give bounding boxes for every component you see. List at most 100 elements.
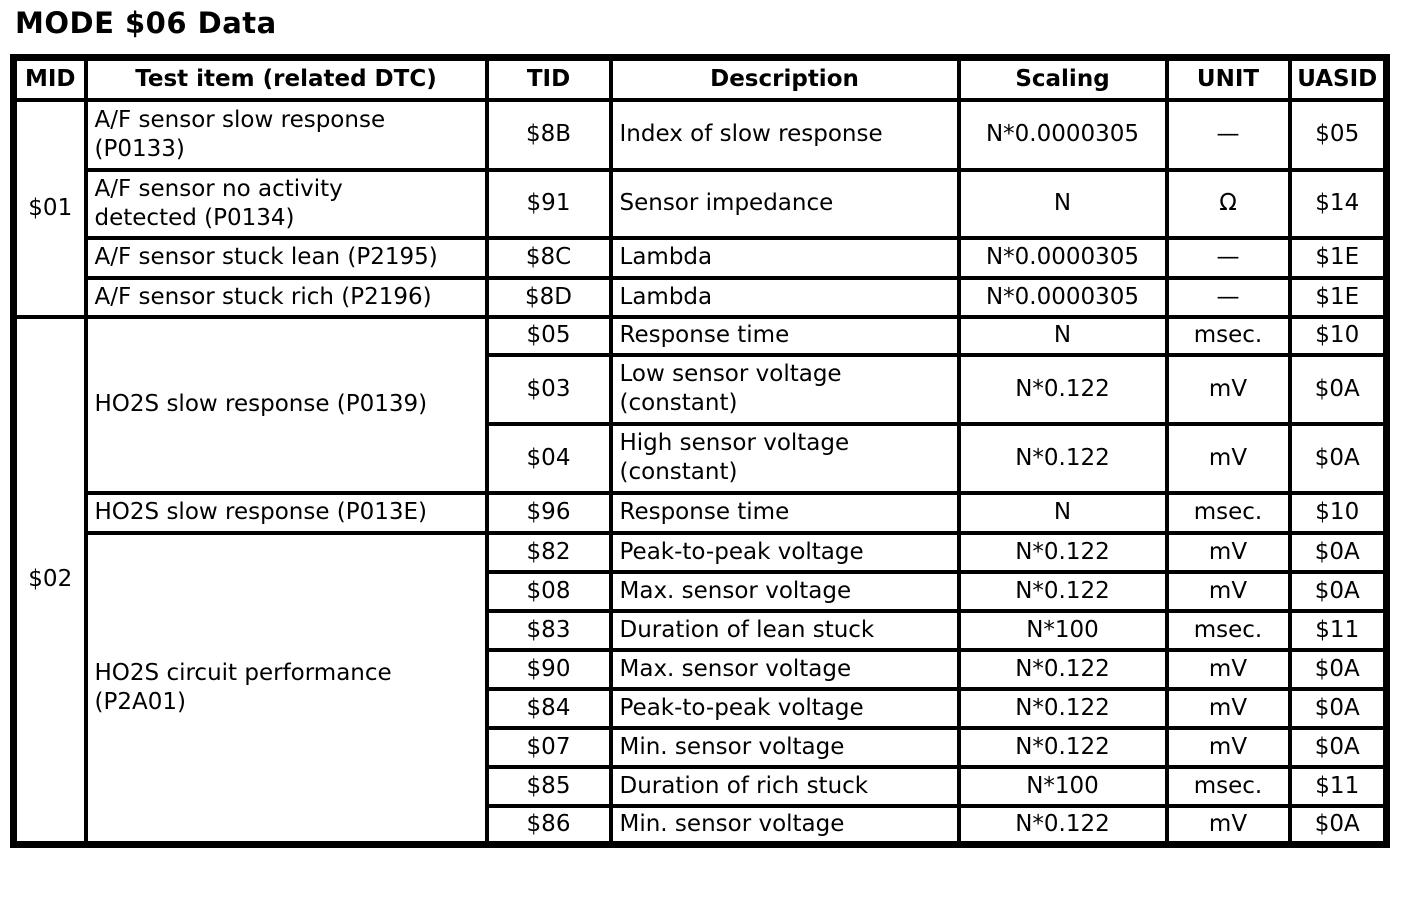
table-row: $08 Max. sensor voltage N*0.122 mV $0A — [14, 569, 1389, 613]
description-cell: Peak-to-peak voltage — [608, 686, 961, 730]
description-cell: Index of slow response — [608, 97, 961, 172]
description-cell: Low sensor voltage (constant) — [608, 352, 961, 426]
description-cell: Response time — [608, 490, 961, 535]
table-row: $07 Min. sensor voltage N*0.122 mV $0A — [14, 725, 1389, 769]
unit-cell: mV — [1164, 530, 1292, 574]
uasid-cell: $11 — [1287, 764, 1389, 808]
scaling-cell: N*0.122 — [956, 725, 1169, 769]
tid-cell: $82 — [484, 530, 613, 574]
description-cell: Duration of lean stuck — [608, 608, 961, 652]
table-row: $02 HO2S slow response (P0139) $05 Respo… — [11, 314, 1389, 847]
unit-cell: — — [1164, 235, 1292, 280]
table-row: HO2S slow response (P013E) $96 Response … — [14, 490, 1389, 535]
page-title: MODE $06 Data — [15, 6, 277, 40]
table-row: A/F sensor no activity detected (P0134) … — [14, 167, 1389, 240]
test-item-cell: HO2S slow response (P013E) — [83, 490, 489, 535]
description-cell: Sensor impedance — [608, 167, 961, 240]
scaling-cell: N*0.122 — [956, 803, 1169, 847]
scaling-cell: N*0.122 — [956, 686, 1169, 730]
tid-cell: $83 — [484, 608, 613, 652]
description-cell: Min. sensor voltage — [608, 725, 961, 769]
col-header-tid: TID — [484, 55, 613, 102]
test-item-cell: HO2S slow response (P0139) — [83, 314, 489, 495]
uasid-cell: $05 — [1287, 97, 1389, 172]
tid-cell: $05 — [484, 314, 613, 357]
scaling-cell: N*0.122 — [956, 421, 1169, 495]
tid-cell: $08 — [484, 569, 613, 613]
table-row: $83 Duration of lean stuck N*100 msec. $… — [14, 608, 1389, 652]
tid-cell: $90 — [484, 647, 613, 691]
uasid-cell: $0A — [1287, 569, 1389, 613]
description-cell: Lambda — [608, 275, 961, 319]
uasid-cell: $10 — [1287, 314, 1389, 357]
table-row: HO2S circuit performance (P2A01) $82 Pea… — [14, 530, 1389, 847]
table-row: $04 High sensor voltage (constant) N*0.1… — [14, 421, 1389, 495]
tid-cell: $86 — [484, 803, 613, 847]
unit-cell: — — [1164, 97, 1292, 172]
unit-cell: mV — [1164, 421, 1292, 495]
scaling-cell: N — [956, 314, 1169, 357]
table-row: $84 Peak-to-peak voltage N*0.122 mV $0A — [14, 686, 1389, 730]
tid-cell: $04 — [484, 421, 613, 495]
description-cell: Response time — [608, 314, 961, 357]
description-cell: Duration of rich stuck — [608, 764, 961, 808]
uasid-cell: $0A — [1287, 803, 1389, 847]
test-item-cell: A/F sensor stuck rich (P2196) — [83, 275, 489, 319]
unit-cell: — — [1164, 275, 1292, 319]
unit-cell: msec. — [1164, 490, 1292, 535]
col-header-unit: UNIT — [1164, 55, 1292, 102]
uasid-cell: $0A — [1287, 686, 1389, 730]
unit-cell: Ω — [1164, 167, 1292, 240]
scaling-cell: N — [956, 490, 1169, 535]
tid-cell: $85 — [484, 764, 613, 808]
table-row: $03 Low sensor voltage (constant) N*0.12… — [14, 352, 1389, 426]
unit-cell: mV — [1164, 686, 1292, 730]
unit-cell: mV — [1164, 647, 1292, 691]
test-item-cell: A/F sensor no activity detected (P0134) — [83, 167, 489, 240]
description-cell: Lambda — [608, 235, 961, 280]
tid-cell: $8D — [484, 275, 613, 319]
uasid-cell: $0A — [1287, 530, 1389, 574]
uasid-cell: $10 — [1287, 490, 1389, 535]
mid-cell: $01 — [11, 97, 88, 319]
tid-cell: $84 — [484, 686, 613, 730]
tid-cell: $03 — [484, 352, 613, 426]
scaling-cell: N*0.0000305 — [956, 235, 1169, 280]
uasid-cell: $14 — [1287, 167, 1389, 240]
scaling-cell: N*0.122 — [956, 530, 1169, 574]
mode-06-data-table: MID Test item (related DTC) TID Descript… — [10, 54, 1390, 848]
table-row: A/F sensor stuck rich (P2196) $8D Lambda… — [14, 275, 1389, 319]
description-cell: Min. sensor voltage — [608, 803, 961, 847]
unit-cell: mV — [1164, 569, 1292, 613]
test-item-cell: A/F sensor slow response (P0133) — [83, 97, 489, 172]
unit-cell: mV — [1164, 803, 1292, 847]
table-row: $86 Min. sensor voltage N*0.122 mV $0A — [14, 803, 1389, 847]
unit-cell: msec. — [1164, 314, 1292, 357]
uasid-cell: $1E — [1287, 275, 1389, 319]
table-row: $01 A/F sensor slow response (P0133) $8B… — [11, 97, 1389, 319]
header-row: MID Test item (related DTC) TID Descript… — [11, 55, 1389, 102]
col-header-description: Description — [608, 55, 961, 102]
description-cell: Peak-to-peak voltage — [608, 530, 961, 574]
uasid-cell: $0A — [1287, 421, 1389, 495]
table-row: $85 Duration of rich stuck N*100 msec. $… — [14, 764, 1389, 808]
uasid-cell: $0A — [1287, 725, 1389, 769]
uasid-cell: $11 — [1287, 608, 1389, 652]
uasid-cell: $1E — [1287, 235, 1389, 280]
scaling-cell: N*0.122 — [956, 352, 1169, 426]
test-item-cell: HO2S circuit performance (P2A01) — [83, 530, 489, 847]
tid-cell: $96 — [484, 490, 613, 535]
scaling-cell: N*0.0000305 — [956, 97, 1169, 172]
scaling-cell: N*0.122 — [956, 569, 1169, 613]
tid-cell: $8B — [484, 97, 613, 172]
col-header-mid: MID — [11, 55, 88, 102]
description-cell: High sensor voltage (constant) — [608, 421, 961, 495]
scaling-cell: N — [956, 167, 1169, 240]
uasid-cell: $0A — [1287, 352, 1389, 426]
scaling-cell: N*100 — [956, 764, 1169, 808]
tid-cell: $8C — [484, 235, 613, 280]
unit-cell: msec. — [1164, 608, 1292, 652]
unit-cell: mV — [1164, 725, 1292, 769]
col-header-uasid: UASID — [1287, 55, 1389, 102]
